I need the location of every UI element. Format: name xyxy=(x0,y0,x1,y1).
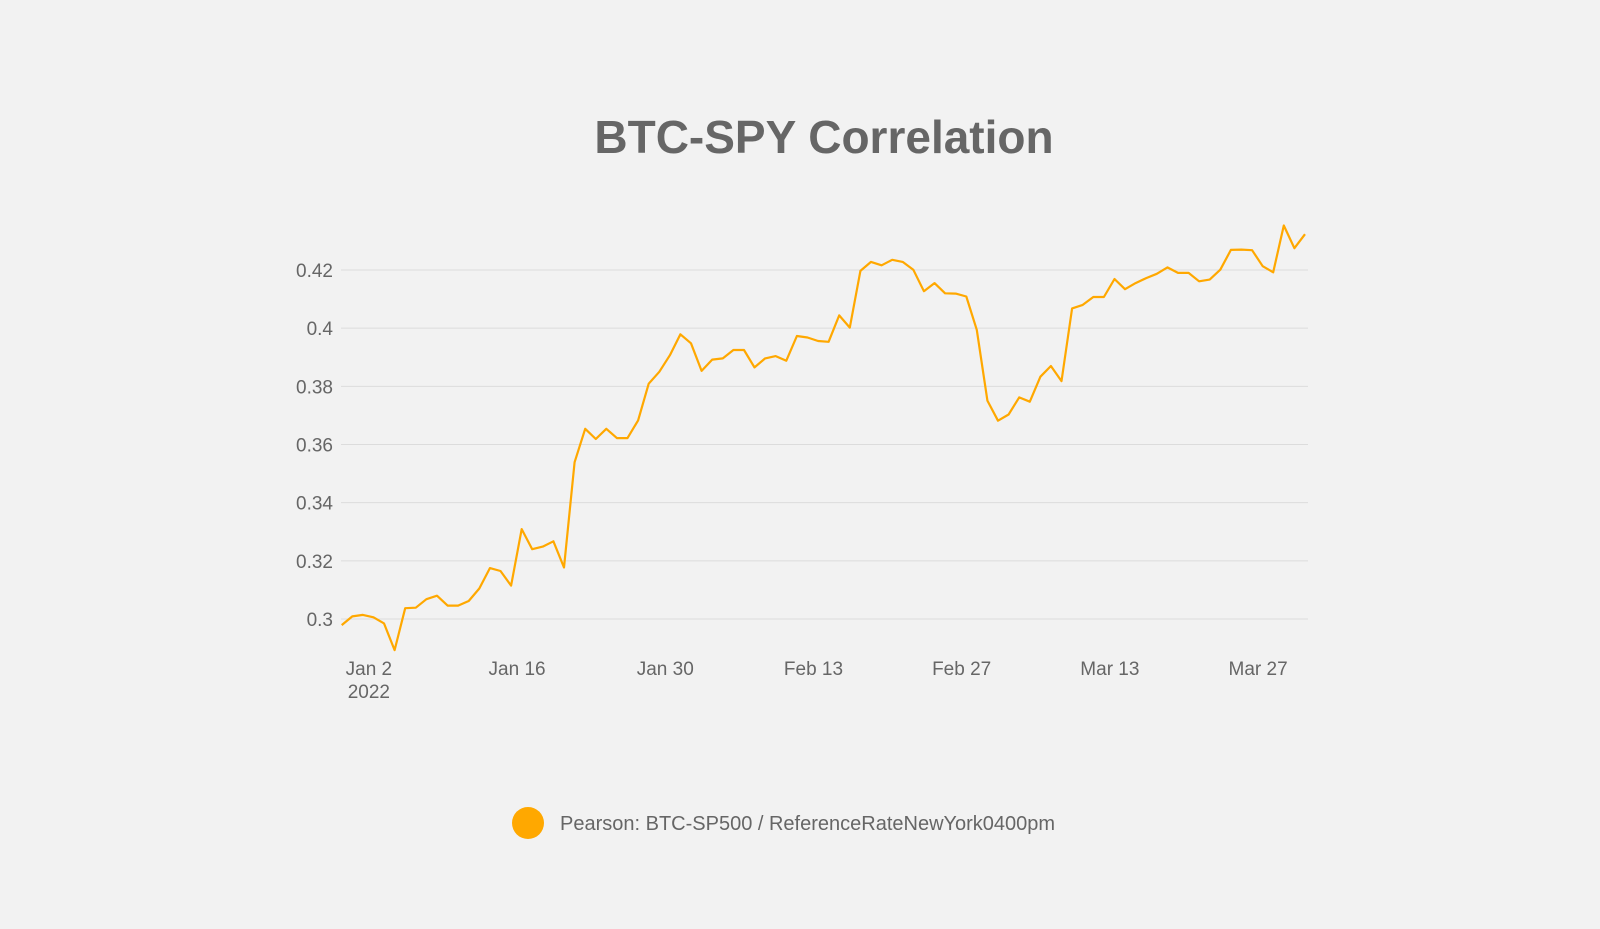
y-tick-label: 0.38 xyxy=(296,377,333,398)
series-lines xyxy=(341,224,1306,652)
x-tick-label: Mar 27 xyxy=(1229,659,1288,680)
y-tick-label: 0.32 xyxy=(296,552,333,573)
x-tick-label: Mar 13 xyxy=(1080,659,1139,680)
x-tick-label: Jan 16 xyxy=(489,659,546,680)
legend-marker-icon xyxy=(512,807,544,839)
y-tick-label: 0.36 xyxy=(296,436,333,457)
y-axis-ticks: 0.3 0.32 0.34 0.36 0.38 0.4 0.42 xyxy=(296,261,333,631)
chart-title: BTC-SPY Correlation xyxy=(594,111,1053,163)
x-tick-label: Jan 2 xyxy=(346,659,392,680)
gridlines xyxy=(341,269,1308,620)
y-tick-label: 0.3 xyxy=(307,610,333,631)
legend[interactable]: Pearson: BTC-SP500 / ReferenceRateNewYor… xyxy=(512,807,1055,839)
series-line xyxy=(341,224,1306,652)
x-tick-label: Jan 30 xyxy=(637,659,694,680)
x-tick-label: Feb 27 xyxy=(932,659,991,680)
x-tick-label: Feb 13 xyxy=(784,659,843,680)
y-tick-label: 0.4 xyxy=(307,319,334,340)
y-tick-label: 0.42 xyxy=(296,261,333,282)
data-points xyxy=(341,225,1306,651)
y-tick-label: 0.34 xyxy=(296,494,333,515)
legend-label: Pearson: BTC-SP500 / ReferenceRateNewYor… xyxy=(560,813,1055,835)
x-tick-sublabel: 2022 xyxy=(348,682,390,703)
